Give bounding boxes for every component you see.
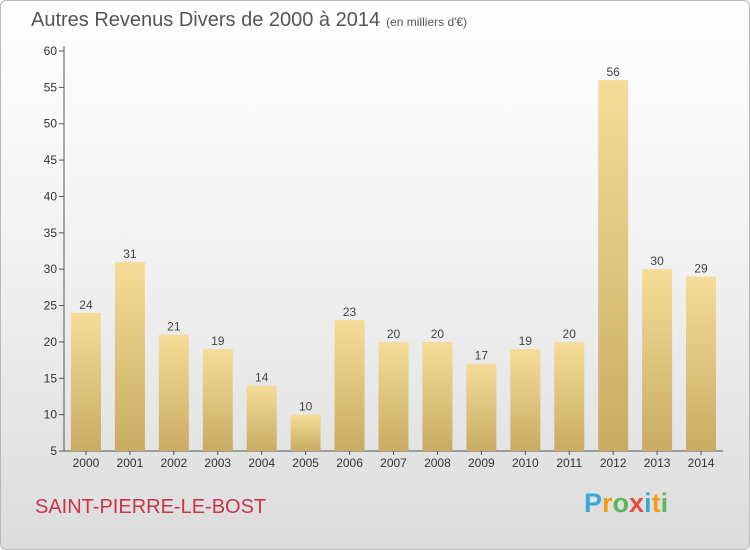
- x-tick-label: 2006: [336, 456, 363, 470]
- bar: [378, 341, 409, 451]
- logo-letter: t: [651, 488, 661, 518]
- x-tick-label: 2001: [117, 456, 144, 470]
- bar-value-label: 10: [299, 400, 313, 414]
- x-tick-label: 2007: [380, 456, 407, 470]
- bar: [246, 385, 277, 451]
- bar: [202, 349, 233, 451]
- x-tick-label: 2002: [160, 456, 187, 470]
- logo-letter: o: [612, 488, 630, 518]
- bar-value-label: 56: [606, 65, 620, 79]
- bar: [158, 334, 189, 451]
- x-tick-label: 2000: [73, 456, 100, 470]
- commune-name: SAINT-PIERRE-LE-BOST: [35, 496, 267, 518]
- bar-value-label: 14: [255, 371, 269, 385]
- bar: [334, 320, 365, 451]
- bar-value-label: 31: [123, 247, 137, 261]
- x-tick-label: 2009: [468, 456, 495, 470]
- x-tick-label: 2003: [204, 456, 231, 470]
- logo-letter: P: [584, 488, 603, 518]
- bar: [422, 341, 453, 451]
- chart-title: Autres Revenus Divers de 2000 à 2014 (en …: [31, 9, 467, 32]
- bars: [70, 80, 717, 451]
- y-tick-label: 20: [44, 335, 58, 349]
- x-tick-label: 2011: [556, 456, 582, 470]
- x-tick-label: 2010: [512, 456, 539, 470]
- bar: [466, 363, 497, 451]
- value-labels: 24 2000 31 2001 21 2002 19 2003 14 2004 10 2005 23 20…: [73, 65, 715, 470]
- bar-value-label: 23: [343, 305, 357, 319]
- y-tick-label: 40: [44, 189, 58, 203]
- y-tick-label: 50: [44, 117, 58, 131]
- chart-title-text: Autres Revenus Divers de 2000 à 2014: [31, 9, 381, 31]
- bar: [554, 341, 585, 451]
- bar-value-label: 29: [694, 261, 708, 275]
- bar-value-label: 19: [211, 334, 225, 348]
- logo-letter: r: [602, 488, 613, 518]
- proxiti-logo: Proxiti: [584, 488, 668, 519]
- bar: [686, 276, 717, 451]
- bar: [510, 349, 541, 451]
- x-tick-label: 2014: [688, 456, 715, 470]
- x-tick-label: 2013: [644, 456, 671, 470]
- logo-letter: i: [660, 488, 669, 518]
- bar: [290, 414, 321, 451]
- bar-value-label: 30: [650, 254, 664, 268]
- bar: [642, 269, 673, 451]
- logo-letter: x: [629, 488, 645, 518]
- y-tick-label: 45: [44, 153, 58, 167]
- x-tick-label: 2008: [424, 456, 451, 470]
- bar-value-label: 20: [563, 327, 577, 341]
- logo-letter: i: [644, 488, 652, 518]
- bar-value-label: 17: [475, 349, 489, 363]
- chart-title-unit: (en milliers d'€): [386, 15, 468, 29]
- bar-value-label: 21: [167, 320, 181, 334]
- y-tick-label: 55: [44, 80, 58, 94]
- bar-value-label: 19: [519, 334, 533, 348]
- y-tick-label: 15: [44, 371, 58, 385]
- x-tick-label: 2012: [600, 456, 627, 470]
- y-tick-label: 30: [44, 262, 58, 276]
- bar-value-label: 24: [79, 298, 93, 312]
- bar-value-label: 20: [431, 327, 445, 341]
- x-tick-label: 2004: [248, 456, 275, 470]
- x-tick-label: 2005: [292, 456, 319, 470]
- bar: [70, 312, 101, 451]
- y-tick-label: 60: [44, 44, 58, 58]
- y-tick-label: 10: [44, 408, 58, 422]
- bar-value-label: 20: [387, 327, 401, 341]
- bar: [114, 261, 145, 451]
- y-tick-label: 5: [50, 444, 57, 458]
- bar: [598, 80, 629, 451]
- y-tick-label: 25: [44, 299, 58, 313]
- y-tick-label: 35: [44, 226, 58, 240]
